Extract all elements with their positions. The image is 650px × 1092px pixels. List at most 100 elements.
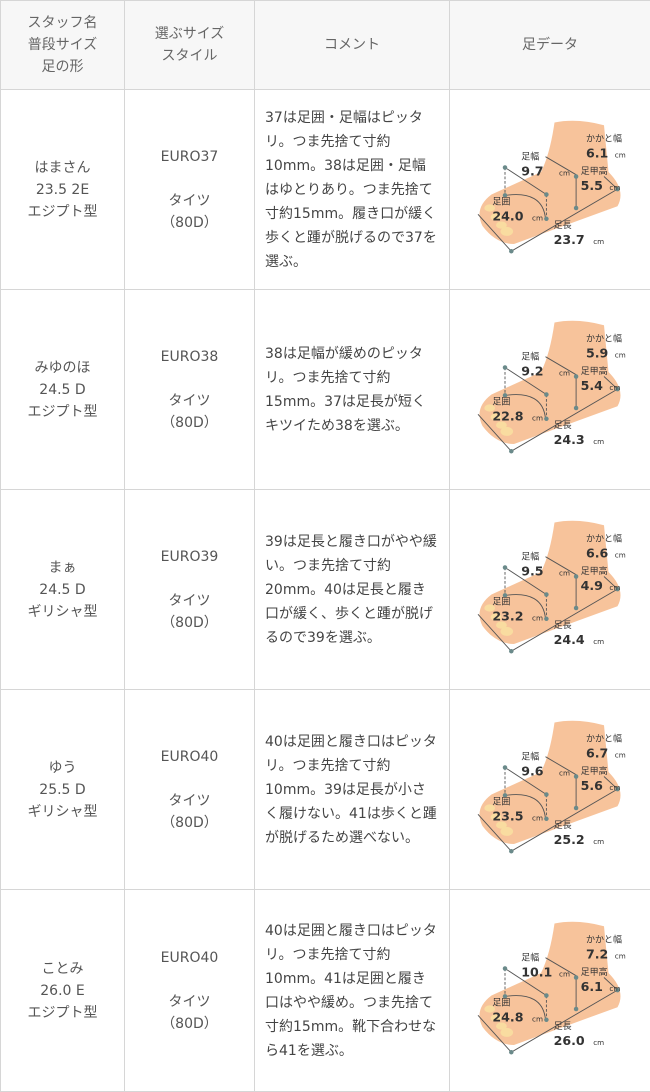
style-denier: （80D） bbox=[161, 1015, 218, 1032]
unit: cm bbox=[609, 583, 620, 592]
foot-data-cell: 足幅 9.7 cm かかと幅 6.1 cm 足甲高 5.5 cm 足囲 24.0… bbox=[449, 89, 650, 290]
spacer bbox=[125, 168, 254, 190]
staff-name: はまさん bbox=[34, 159, 91, 176]
unit: cm bbox=[593, 837, 604, 846]
label-instep: 足甲高 bbox=[581, 564, 608, 576]
unit: cm bbox=[593, 637, 604, 646]
staff-name: ゆう bbox=[48, 759, 77, 776]
staff-name: ことみ bbox=[41, 960, 84, 977]
measure-lines bbox=[477, 755, 618, 852]
header-line: スタッフ名 bbox=[27, 15, 98, 31]
usual-size: 25.5 D bbox=[39, 781, 86, 798]
foot-shape: エジプト型 bbox=[27, 1004, 98, 1021]
value-heel: 5.9 bbox=[586, 345, 608, 360]
unit: cm bbox=[532, 613, 543, 622]
label-length: 足長 bbox=[554, 819, 572, 830]
chosen-size: EURO40 bbox=[160, 748, 219, 765]
measure-points bbox=[502, 764, 620, 853]
style: タイツ bbox=[168, 592, 211, 609]
foot-diagram: 足幅 9.6 cm かかと幅 6.7 cm 足甲高 5.6 cm 足囲 23.5… bbox=[477, 720, 626, 853]
label-girth: 足囲 bbox=[492, 796, 510, 807]
unit: cm bbox=[559, 568, 570, 577]
foot-diagram: 足幅 9.5 cm かかと幅 6.6 cm 足甲高 4.9 cm 足囲 23.2… bbox=[477, 520, 626, 653]
usual-size: 26.0 E bbox=[40, 982, 85, 999]
foot-diagram: 足幅 10.1 cm かかと幅 7.2 cm 足甲高 6.1 cm 足囲 24.… bbox=[477, 921, 626, 1054]
header-staff: スタッフ名 普段サイズ 足の形 bbox=[0, 0, 125, 90]
style-denier: （80D） bbox=[161, 814, 218, 831]
value-instep: 6.1 bbox=[581, 979, 603, 994]
value-heel: 7.2 bbox=[586, 946, 608, 961]
foot-shape: エジプト型 bbox=[27, 203, 98, 220]
style: タイツ bbox=[168, 192, 211, 209]
label-instep: 足甲高 bbox=[581, 364, 608, 376]
measure-points bbox=[502, 965, 620, 1054]
spacer bbox=[125, 969, 254, 991]
foot-shape: エジプト型 bbox=[27, 403, 98, 420]
value-length: 25.2 bbox=[554, 832, 585, 847]
unit: cm bbox=[559, 168, 570, 177]
unit: cm bbox=[593, 1038, 604, 1047]
staff-name: まぁ bbox=[48, 559, 77, 576]
header-line: 普段サイズ bbox=[27, 37, 98, 53]
unit: cm bbox=[609, 984, 620, 993]
value-instep: 4.9 bbox=[581, 578, 603, 593]
value-heel: 6.1 bbox=[586, 145, 608, 160]
label-length: 足長 bbox=[554, 419, 572, 430]
staff-name: みゆのほ bbox=[34, 359, 91, 376]
foot-illustration bbox=[479, 120, 621, 244]
value-girth: 24.8 bbox=[492, 1009, 523, 1024]
unit: cm bbox=[615, 150, 626, 159]
foot-illustration bbox=[479, 320, 621, 444]
foot-illustration bbox=[479, 921, 621, 1045]
usual-size: 24.5 D bbox=[39, 381, 86, 398]
toes bbox=[484, 603, 514, 636]
label-girth: 足囲 bbox=[492, 596, 510, 607]
value-girth: 23.5 bbox=[492, 808, 523, 823]
value-length: 24.4 bbox=[554, 632, 585, 647]
label-instep: 足甲高 bbox=[581, 164, 608, 176]
size-cell: EURO39 タイツ （80D） bbox=[124, 489, 255, 690]
spacer bbox=[125, 568, 254, 590]
staff-cell: まぁ 24.5 D ギリシャ型 bbox=[0, 489, 125, 690]
label-girth: 足囲 bbox=[492, 997, 510, 1008]
value-girth: 23.2 bbox=[492, 608, 523, 623]
staff-cell: ゆう 25.5 D ギリシャ型 bbox=[0, 689, 125, 890]
unit: cm bbox=[615, 951, 626, 960]
style: タイツ bbox=[168, 792, 211, 809]
unit: cm bbox=[532, 213, 543, 222]
value-heel: 6.7 bbox=[586, 745, 608, 760]
usual-size: 24.5 D bbox=[39, 581, 86, 598]
foot-diagram: 足幅 9.2 cm かかと幅 5.9 cm 足甲高 5.4 cm 足囲 22.8… bbox=[477, 320, 626, 453]
chosen-size: EURO37 bbox=[160, 148, 219, 165]
foot-illustration bbox=[479, 720, 621, 844]
label-heel: かかと幅 bbox=[586, 332, 622, 344]
label-heel: かかと幅 bbox=[586, 532, 622, 544]
label-heel: かかと幅 bbox=[586, 933, 622, 945]
unit: cm bbox=[615, 550, 626, 559]
foot-data-cell: 足幅 9.5 cm かかと幅 6.6 cm 足甲高 4.9 cm 足囲 23.2… bbox=[449, 489, 650, 690]
table-row: ことみ 26.0 E エジプト型 EURO40 タイツ （80D） 40は足囲と履き口は… bbox=[0, 889, 650, 1092]
comment: 40は足囲と履き口はピッタリ。つま先捨て寸約10mm。39は足長が小さく履けない… bbox=[254, 689, 450, 890]
table-row: まぁ 24.5 D ギリシャ型 EURO39 タイツ （80D） 39は足長と履き口がや… bbox=[0, 489, 650, 690]
value-width: 9.7 bbox=[521, 163, 543, 178]
toes bbox=[484, 203, 514, 236]
style-denier: （80D） bbox=[161, 414, 218, 431]
header-foot-data: 足データ bbox=[449, 0, 650, 90]
header-comment: コメント bbox=[254, 0, 450, 90]
label-width: 足幅 bbox=[521, 550, 539, 562]
size-cell: EURO40 タイツ （80D） bbox=[124, 689, 255, 890]
label-width: 足幅 bbox=[521, 951, 539, 963]
staff-cell: はまさん 23.5 2E エジプト型 bbox=[0, 89, 125, 290]
value-width: 9.6 bbox=[521, 763, 544, 778]
label-instep: 足甲高 bbox=[581, 965, 608, 977]
chosen-size: EURO39 bbox=[160, 548, 219, 565]
style: タイツ bbox=[168, 993, 211, 1010]
comment: 38は足幅が緩めのピッタリ。つま先捨て寸約15mm。37は足長が短くキツイため3… bbox=[254, 289, 450, 490]
label-width: 足幅 bbox=[521, 350, 539, 362]
unit: cm bbox=[609, 183, 620, 192]
measure-points bbox=[502, 564, 620, 653]
header-line: 選ぶサイズ bbox=[154, 26, 225, 42]
measure-lines bbox=[477, 956, 618, 1053]
unit: cm bbox=[593, 437, 604, 446]
table-row: ゆう 25.5 D ギリシャ型 EURO40 タイツ （80D） 40は足囲と履き口はピ… bbox=[0, 689, 650, 890]
